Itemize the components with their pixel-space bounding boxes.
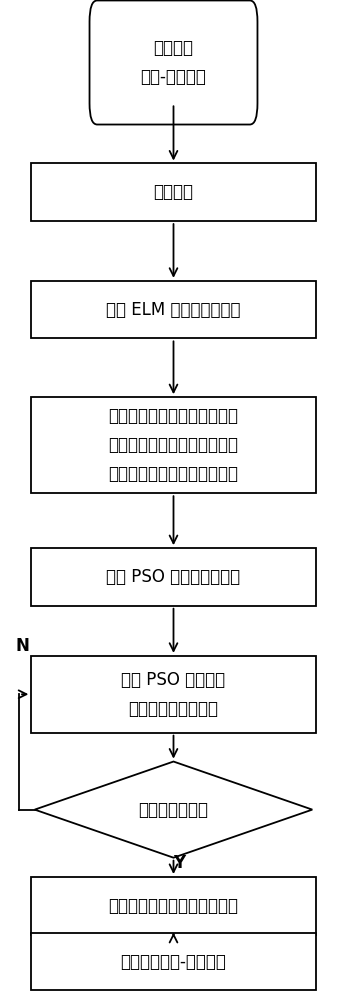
Text: 确定 PSO 算法的相关参数: 确定 PSO 算法的相关参数 [107,568,240,586]
Text: 预测得到组织-性能结果: 预测得到组织-性能结果 [120,953,227,971]
Text: 获取网络最优的权值和偏置值: 获取网络最优的权值和偏置值 [109,897,238,915]
Text: 进行粒子的迭代寻优: 进行粒子的迭代寻优 [128,700,219,718]
Text: 确定 ELM 网络的结构参数: 确定 ELM 网络的结构参数 [106,301,241,319]
FancyBboxPatch shape [90,0,257,125]
Text: 满足终止条件？: 满足终止条件？ [138,801,209,819]
Text: 权值和隐含层节点的偏置值定: 权值和隐含层节点的偏置值定 [109,436,238,454]
Text: 采集数据: 采集数据 [153,183,194,201]
Bar [31,548,316,606]
Bar [31,281,316,338]
Bar [31,163,316,221]
Bar [31,933,316,990]
Text: N: N [16,637,29,655]
Text: 义为粒子群搜索空间中的粒子: 义为粒子群搜索空间中的粒子 [109,465,238,483]
Bar [31,397,316,493]
Text: 组织-性能实验: 组织-性能实验 [141,68,206,86]
Text: 将输入层与隐含层之间的连接: 将输入层与隐含层之间的连接 [109,407,238,425]
Bar [31,656,316,733]
Text: 基于 PSO 优化算法: 基于 PSO 优化算法 [121,671,226,689]
Bar [31,877,316,935]
Text: Y: Y [173,854,185,872]
Text: 热轧板材: 热轧板材 [153,39,194,57]
Polygon shape [35,762,312,858]
